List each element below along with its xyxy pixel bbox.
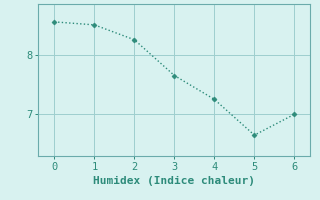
X-axis label: Humidex (Indice chaleur): Humidex (Indice chaleur) [93, 176, 255, 186]
